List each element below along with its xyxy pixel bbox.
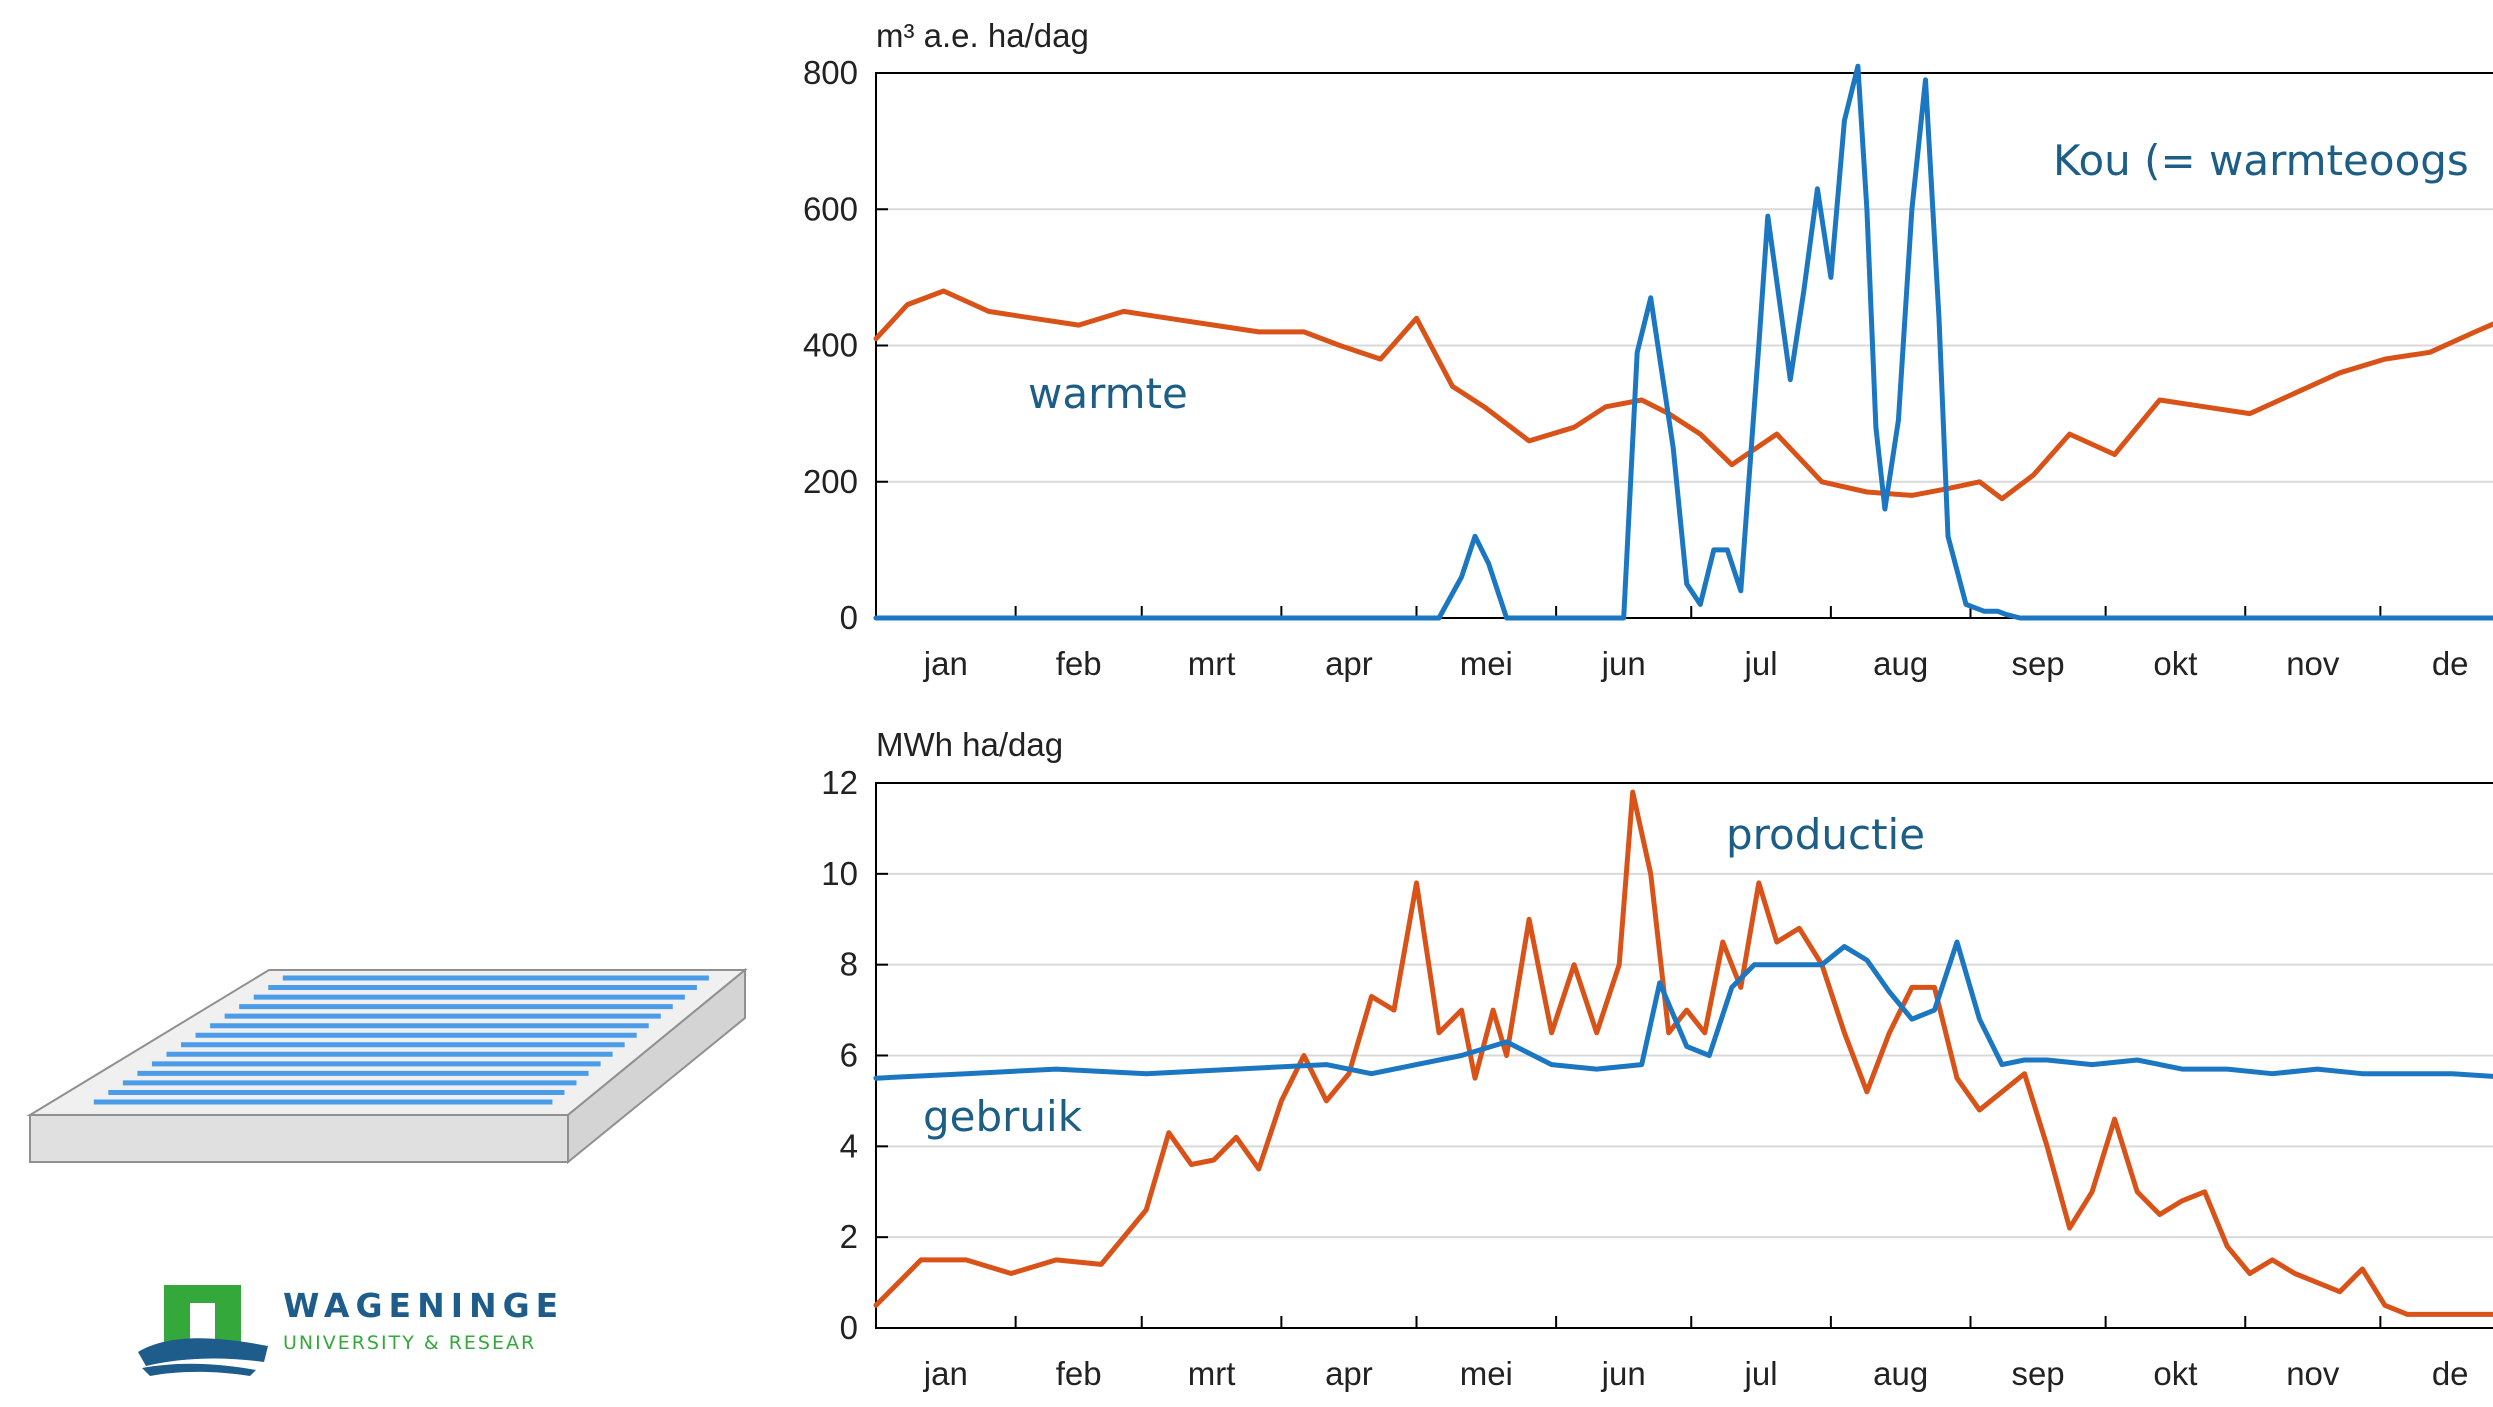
x-tick-label: sep (2011, 645, 2064, 682)
x-tick-label: jul (1744, 1355, 1778, 1392)
series-line-0 (873, 789, 2493, 1317)
series-annotation: gebruik (923, 1092, 1083, 1141)
y-tick-label: 400 (803, 327, 858, 364)
chart-productie-gebruik: 0 2 4 6 8 10 12 jan feb mrt apr mei jun jul aug sep okt n… (821, 726, 2493, 1392)
x-tick-label: nov (2286, 645, 2340, 682)
y-axis-label: MWh ha/dag (876, 726, 1063, 763)
y-tick-label: 600 (803, 190, 858, 227)
y-tick-label: 2 (840, 1218, 858, 1255)
x-tick-label: jul (1744, 645, 1778, 682)
x-tick-label: apr (1325, 1355, 1373, 1392)
logo-line1: WAGENINGE (283, 1286, 564, 1325)
chart-series (873, 63, 2493, 621)
x-tick-label: de (2432, 1355, 2469, 1392)
y-tick-label: 8 (840, 946, 858, 983)
logo-line2: UNIVERSITY & RESEAR (283, 1332, 536, 1354)
chart-warmte-kou: 0 200 400 600 800 jan feb mrt apr mei jun jul aug sep… (803, 17, 2493, 682)
y-tick-label: 0 (840, 1309, 858, 1346)
chart-gridlines (876, 208, 2493, 483)
x-tick-label: de (2432, 645, 2469, 682)
series-annotation: warmte (1028, 369, 1188, 418)
block-front-face (29, 1114, 569, 1163)
x-tick-label: jan (923, 1355, 968, 1392)
series-annotation: Kou (= warmteoogs (2053, 136, 2469, 185)
x-tick-label: mrt (1188, 645, 1236, 682)
x-tick-label: okt (2153, 645, 2197, 682)
x-tick-label: aug (1873, 1355, 1928, 1392)
x-tick-label: sep (2011, 1355, 2064, 1392)
x-tick-label: aug (1873, 645, 1928, 682)
x-tick-label: jan (923, 645, 968, 682)
x-tick-label: jun (1601, 645, 1646, 682)
y-tick-label: 6 (840, 1037, 858, 1074)
y-tick-label: 10 (821, 855, 858, 892)
x-tick-label: mei (1460, 645, 1513, 682)
x-tick-label: mei (1460, 1355, 1513, 1392)
y-tick-label: 800 (803, 54, 858, 91)
x-tick-label: okt (2153, 1355, 2197, 1392)
y-tick-label: 4 (840, 1127, 858, 1164)
y-tick-label: 12 (821, 764, 858, 801)
wur-logo-icon (138, 1285, 268, 1376)
x-tick-label: feb (1056, 1355, 1102, 1392)
chart-ticks: 0 2 4 6 8 10 12 jan feb mrt apr mei jun jul aug sep okt n… (821, 764, 2468, 1392)
chart-series (873, 789, 2493, 1317)
series-line-1 (873, 63, 2493, 621)
greenhouse-illustration (26, 967, 748, 1165)
chart-annotations: warmte Kou (= warmteoogs (1028, 136, 2469, 418)
y-tick-label: 200 (803, 463, 858, 500)
y-tick-label: 0 (840, 599, 858, 636)
x-tick-label: jun (1601, 1355, 1646, 1392)
series-line-0 (873, 288, 2493, 502)
y-axis-label: m³ a.e. ha/dag (876, 17, 1089, 54)
x-tick-label: mrt (1188, 1355, 1236, 1392)
chart-annotations: productie gebruik (923, 810, 1925, 1141)
x-tick-label: apr (1325, 645, 1373, 682)
series-line-1 (873, 939, 2493, 1081)
x-tick-label: feb (1056, 645, 1102, 682)
wur-logo: WAGENINGE UNIVERSITY & RESEAR (138, 1285, 564, 1376)
block-side-face (567, 967, 746, 1165)
series-annotation: productie (1726, 810, 1925, 859)
roof-stripes (93, 975, 709, 1105)
x-tick-label: nov (2286, 1355, 2340, 1392)
chart-gridlines (876, 872, 2493, 1239)
chart-ticks: 0 200 400 600 800 jan feb mrt apr mei jun jul aug sep… (803, 54, 2469, 682)
